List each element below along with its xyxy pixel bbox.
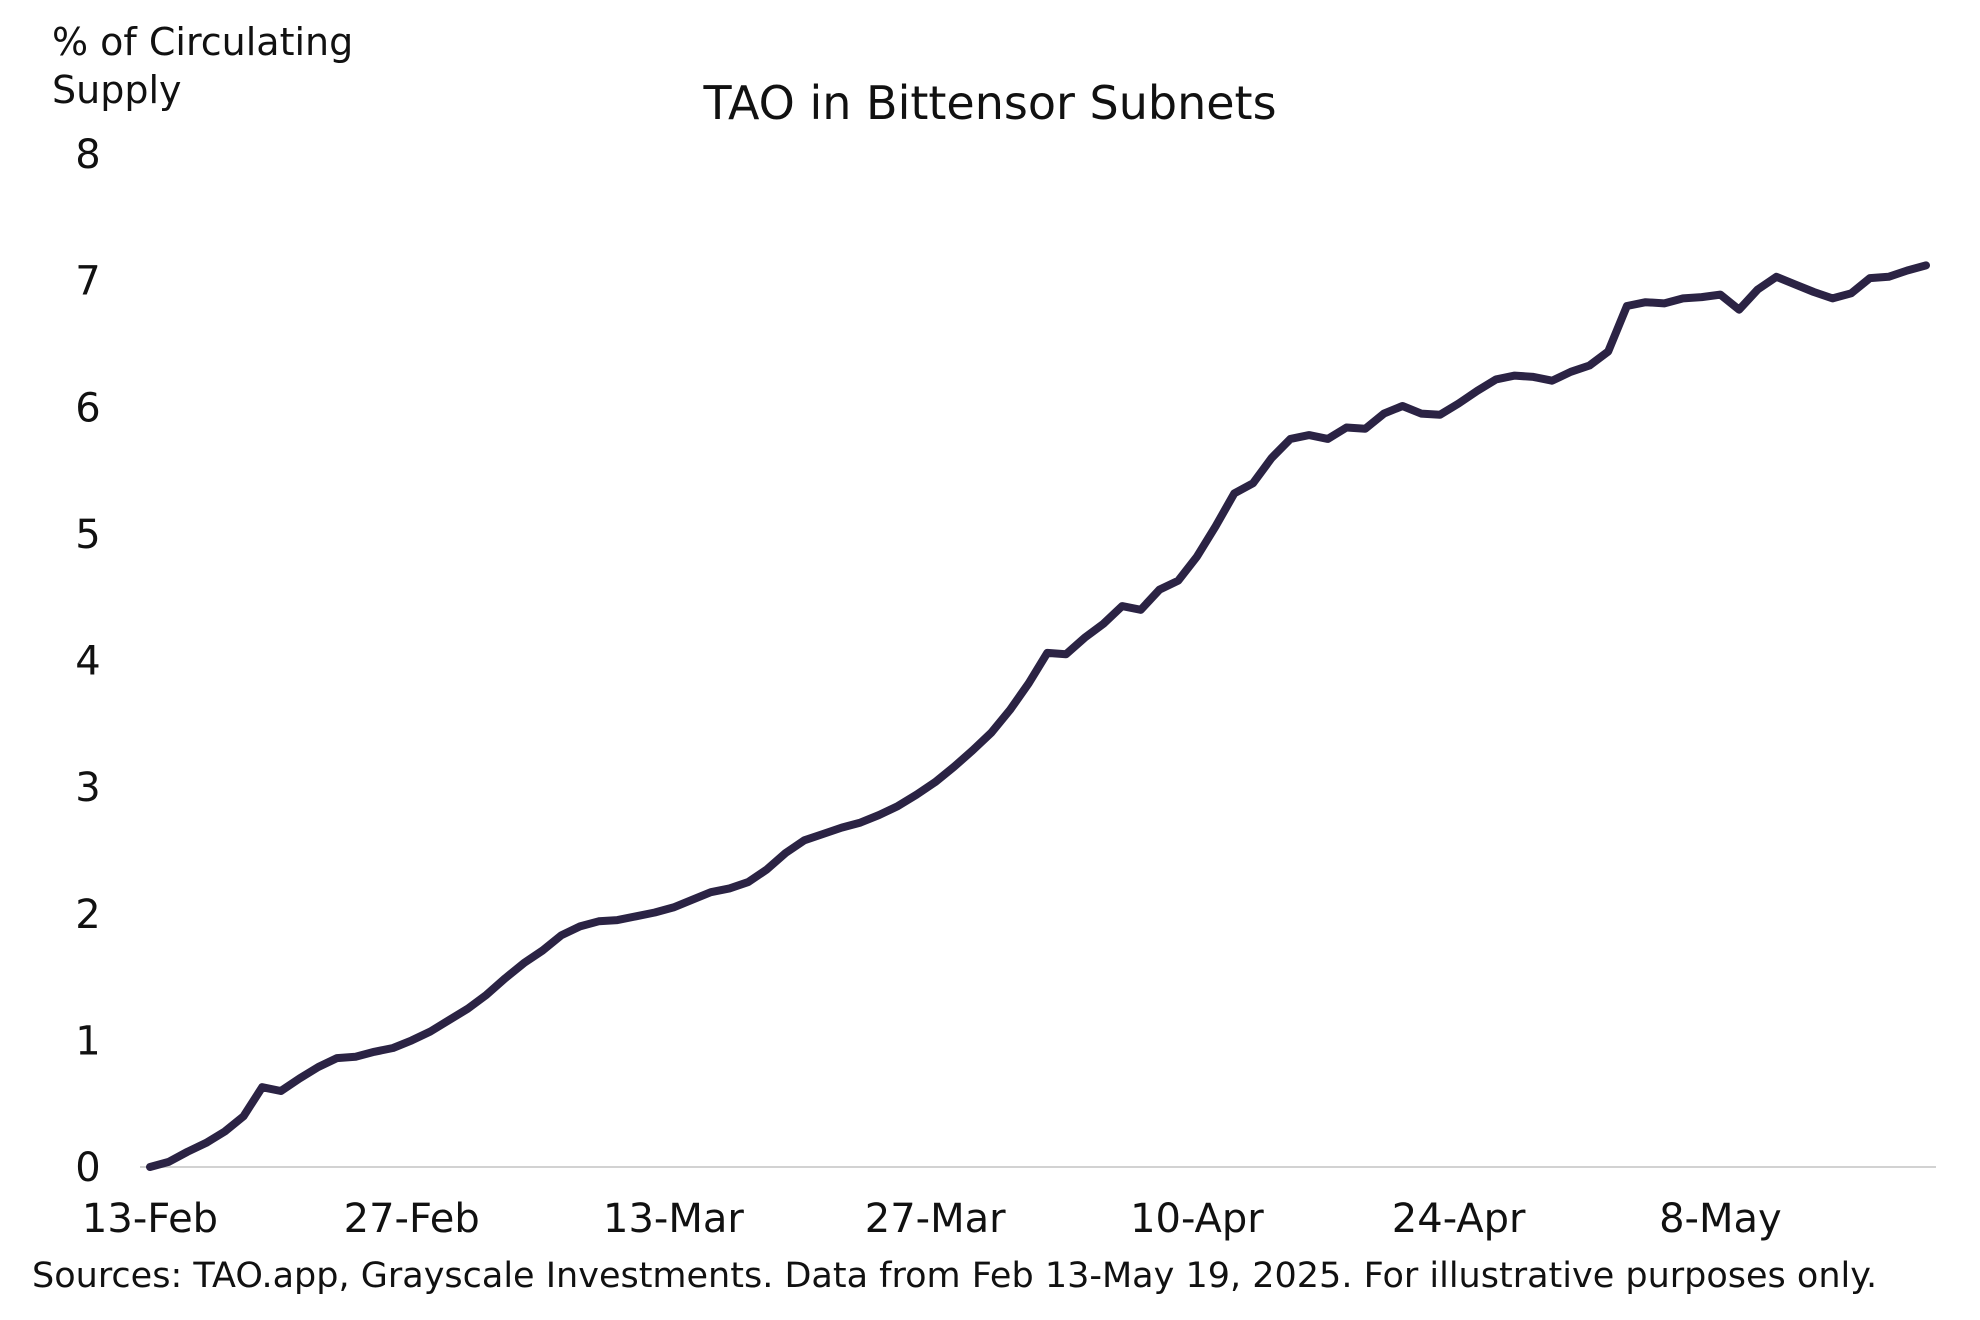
x-tick-label: 24-Apr — [1392, 1196, 1526, 1242]
x-tick-label: 13-Mar — [603, 1196, 744, 1242]
y-tick-label: 4 — [75, 639, 100, 685]
x-tick-label: 8-May — [1659, 1196, 1782, 1242]
y-tick-label: 1 — [75, 1018, 100, 1064]
y-tick-label: 6 — [75, 385, 100, 431]
y-axis-label: % of Circulating Supply — [52, 20, 354, 112]
x-tick-label: 27-Mar — [865, 1196, 1006, 1242]
y-tick-label: 5 — [75, 512, 100, 558]
y-tick-label: 2 — [75, 892, 100, 938]
source-note: Sources: TAO.app, Grayscale Investments.… — [32, 1256, 1878, 1296]
x-tick-label: 27-Feb — [344, 1196, 480, 1242]
chart-title: TAO in Bittensor Subnets — [703, 76, 1277, 130]
y-tick-label: 0 — [75, 1145, 100, 1191]
x-tick-label: 13-Feb — [82, 1196, 218, 1242]
y-tick-label: 3 — [75, 765, 100, 811]
x-tick-label: 10-Apr — [1130, 1196, 1264, 1242]
y-tick-label: 8 — [75, 132, 100, 178]
series-line — [146, 261, 1930, 1171]
y-tick-label: 7 — [75, 259, 100, 305]
